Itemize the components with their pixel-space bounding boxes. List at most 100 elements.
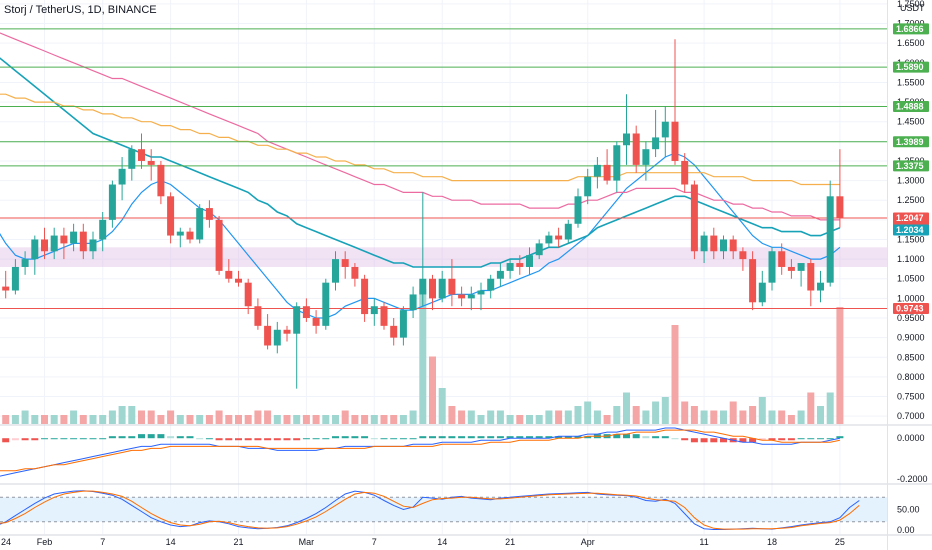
candle (351, 263, 359, 287)
candle (118, 157, 126, 201)
volume-bar (293, 415, 301, 424)
candlesticks[interactable] (0, 39, 844, 389)
price-axis: 1.75001.70001.65001.60001.55001.50001.45… (897, 0, 928, 535)
level-tag: 1.3375 (893, 160, 929, 172)
candle-body (205, 208, 213, 220)
candle-body (332, 259, 339, 283)
candle-body (70, 231, 78, 244)
price-tick-label: 1.1000 (897, 254, 925, 264)
macd-histogram-bar (50, 438, 58, 440)
level-tag-bg (893, 100, 929, 112)
candle-body (593, 164, 601, 177)
macd-histogram-bar (167, 436, 175, 439)
date-label: Feb (37, 537, 53, 547)
volume-bar (302, 415, 310, 424)
support-tag-text: 0.9743 (896, 303, 924, 313)
signal-line (0, 429, 841, 472)
candle-body (196, 208, 204, 240)
candle (438, 270, 446, 303)
price-tick-label: 1.2500 (897, 195, 925, 205)
ma-value-tag-text: 1.2034 (896, 225, 924, 235)
chart-title: Storj / TetherUS, 1D, BINANCE (4, 4, 157, 16)
candle (584, 168, 592, 205)
candle-body (438, 278, 446, 299)
candle (516, 255, 524, 275)
price-tick-label: 0.7000 (897, 411, 925, 421)
candle (244, 278, 252, 315)
volume-bar (429, 356, 436, 424)
macd-histogram-bar (535, 436, 543, 439)
price-tick-label: 0.8000 (897, 372, 925, 382)
candle (264, 314, 272, 350)
macd-histogram-bar (690, 438, 698, 443)
volume-bar (700, 410, 708, 424)
currency-label: USDT (900, 3, 925, 13)
volume-bar (555, 410, 563, 424)
candle (186, 227, 194, 244)
macd-histogram-bar (526, 436, 533, 439)
volume-bar (496, 410, 504, 424)
date-label: 18 (767, 537, 777, 547)
volume-bar (167, 410, 175, 424)
candle-body (768, 251, 776, 283)
date-label: Apr (581, 537, 595, 547)
macd-histogram-bar (555, 436, 563, 439)
macd-histogram-bar (429, 436, 436, 439)
volume-bar (739, 410, 747, 424)
level-tag-bg (893, 136, 929, 148)
candle (632, 125, 640, 173)
candle-body (322, 282, 330, 326)
level-tag-bg (893, 160, 929, 172)
volume-bar (70, 410, 78, 424)
candle-body (99, 219, 107, 240)
price-tags: 1.68661.58901.48881.39891.33751.204707:1… (893, 23, 932, 314)
macd-histogram-bar (147, 434, 155, 439)
candle (710, 227, 718, 260)
volume-bar (797, 410, 805, 424)
macd-histogram-bar (235, 438, 242, 441)
candle-body (264, 325, 272, 346)
volume-bar (458, 410, 466, 424)
volume-bar (390, 415, 398, 424)
macd-histogram-bar (477, 436, 485, 439)
date-label: Mar (299, 537, 315, 547)
macd-histogram-bar (370, 438, 378, 440)
volume-bar (60, 415, 68, 424)
candle-body (79, 231, 87, 252)
macd-histogram-bar (409, 438, 417, 440)
volume-bar (419, 289, 427, 424)
macd-line (0, 427, 841, 477)
candle-body (652, 137, 660, 150)
volume-bar (215, 410, 223, 424)
candle (671, 39, 679, 165)
volume-bar (729, 401, 737, 424)
macd-histogram-bar (205, 438, 213, 440)
candle-body (108, 184, 116, 220)
candle (2, 270, 10, 299)
macd-histogram-bar (642, 436, 650, 439)
macd-histogram-bar (584, 436, 592, 439)
volume-bar (787, 415, 795, 424)
price-tick-label: 1.1500 (897, 234, 925, 244)
macd-histogram-bar (438, 436, 446, 439)
candle (526, 247, 533, 275)
macd-histogram-bar (21, 438, 29, 441)
candle-body (244, 282, 252, 307)
candle-body (225, 270, 233, 279)
volume-bar (264, 410, 272, 424)
volume-bar (399, 415, 407, 424)
date-label: 21 (505, 537, 515, 547)
stoch-k-line (0, 490, 860, 530)
candle-body (399, 310, 407, 338)
candle (341, 251, 349, 279)
volume-bar (448, 406, 456, 424)
candle-body (506, 263, 514, 271)
volume-bar (118, 406, 126, 424)
macd-histogram-bar (176, 436, 184, 439)
horizontal-levels (0, 28, 887, 309)
volume-bar (380, 415, 388, 424)
macd-histogram-bar (797, 438, 805, 440)
macd-histogram-bar (196, 438, 204, 440)
macd-histogram-bar (283, 438, 291, 441)
